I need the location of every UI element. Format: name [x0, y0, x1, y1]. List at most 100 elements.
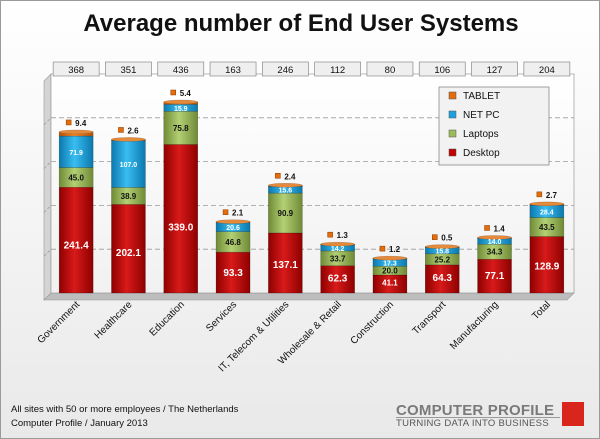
data-label-desktop: 137.1 — [273, 260, 298, 271]
bar-top-cap — [372, 255, 408, 261]
bar-segment-desktop — [163, 144, 198, 294]
data-label-desktop: 64.3 — [433, 273, 453, 284]
bar-top-cap — [268, 183, 303, 188]
footer-line-scope: All sites with 50 or more employees / Th… — [11, 404, 239, 415]
data-label-laptops: 25.2 — [434, 255, 450, 264]
data-label-netpc: 20.6 — [226, 225, 240, 232]
legend-swatch — [448, 148, 457, 157]
total-box — [366, 61, 414, 77]
footer-line-source: Computer Profile / January 2013 — [11, 418, 148, 429]
category-label: Services — [204, 299, 239, 334]
total-label: 368 — [68, 65, 84, 76]
data-label-tablet: 1.2 — [389, 245, 401, 254]
legend: TABLET NET PC Laptops Desktop — [438, 86, 550, 166]
data-label-netpc: 17.3 — [383, 260, 397, 267]
gridline-side — [43, 161, 52, 169]
category-label: Education — [148, 299, 187, 338]
total-box — [523, 61, 571, 77]
data-label-tablet: 2.4 — [284, 172, 296, 181]
bar-top-cap — [163, 99, 198, 105]
bar-top-cap — [320, 241, 355, 247]
company-logo: COMPUTER PROFILE TURNING DATA INTO BUSIN… — [396, 402, 591, 432]
tablet-marker — [275, 173, 281, 179]
bar-segment-desktop — [111, 204, 146, 294]
data-label-desktop: 202.1 — [116, 248, 141, 259]
gridline-side — [43, 205, 52, 213]
data-label-tablet: 2.1 — [232, 209, 244, 218]
bars-layer — [58, 99, 565, 294]
bar-top-cap — [425, 244, 460, 249]
bar-top-cap — [58, 129, 94, 135]
total-box — [52, 61, 100, 77]
legend-label: TABLET — [463, 91, 500, 102]
gridline-side — [43, 248, 52, 257]
data-label-netpc: 28.4 — [540, 209, 554, 216]
data-label-desktop: 62.3 — [328, 274, 348, 285]
category-label: Transport — [411, 299, 449, 337]
data-label-laptops: 34.3 — [487, 248, 503, 257]
data-label-tablet: 2.6 — [127, 126, 139, 135]
tablet-marker — [170, 89, 176, 96]
data-label-netpc: 15.8 — [435, 248, 449, 255]
category-label: Healthcare — [93, 299, 135, 341]
bar-top-cap — [215, 219, 251, 224]
total-box — [471, 61, 518, 77]
data-label-desktop: 128.9 — [534, 261, 559, 272]
total-label: 436 — [173, 65, 189, 76]
tablet-marker — [379, 245, 386, 252]
data-label-netpc: 71.9 — [69, 150, 83, 157]
total-box — [418, 61, 466, 77]
total-box — [314, 61, 361, 77]
data-label-tablet: 9.4 — [75, 119, 87, 128]
bar-segment-netpc — [163, 104, 198, 112]
logo-name: COMPUTER PROFILE — [396, 402, 555, 419]
bar-segment-desktop — [529, 236, 565, 294]
legend-box — [438, 86, 550, 166]
logo-divider — [396, 417, 560, 418]
data-label-tablet: 0.5 — [441, 234, 453, 243]
data-label-laptops: 20.0 — [382, 267, 398, 276]
gridline-side — [43, 117, 52, 126]
data-label-laptops: 90.9 — [278, 209, 294, 218]
data-label-netpc: 14.0 — [488, 239, 502, 246]
data-label-desktop: 241.4 — [64, 241, 89, 252]
total-box — [209, 61, 257, 77]
total-label: 127 — [487, 65, 503, 76]
data-label-desktop: 339.0 — [168, 223, 193, 234]
category-label: Manufacturing — [448, 299, 501, 352]
legend-swatch — [448, 110, 457, 119]
bar-segment-laptops — [268, 192, 303, 234]
data-label-desktop: 93.3 — [223, 268, 243, 279]
bar-segment-desktop — [268, 232, 303, 294]
total-box — [105, 61, 152, 77]
total-label: 351 — [121, 65, 137, 76]
data-label-laptops: 45.0 — [68, 173, 84, 182]
tablet-marker — [484, 225, 490, 231]
legend-label: NET PC — [463, 110, 500, 121]
footer-note: All sites with 50 or more employees / Th… — [11, 403, 238, 431]
tablet-marker — [432, 234, 438, 240]
data-label-netpc: 15.6 — [279, 188, 293, 195]
total-label: 80 — [385, 65, 396, 76]
category-label: Construction — [349, 299, 396, 346]
bar-segment-desktop — [320, 265, 355, 294]
total-label: 163 — [225, 65, 241, 76]
bar-segment-desktop — [425, 264, 460, 294]
data-label-laptops: 46.8 — [225, 238, 241, 247]
total-label: 112 — [330, 65, 345, 76]
total-box — [157, 61, 205, 77]
legend-swatch — [448, 91, 457, 100]
data-label-desktop: 41.1 — [382, 278, 398, 287]
bar-segment-netpc — [111, 140, 146, 188]
bar-top-cap — [111, 137, 146, 142]
data-label-netpc: 14.2 — [331, 246, 345, 253]
bar-top-cap — [529, 201, 565, 207]
chart-title: Average number of End User Systems — [83, 10, 519, 37]
logo-tagline: TURNING DATA INTO BUSINESS — [396, 418, 549, 429]
tablet-marker — [65, 119, 72, 126]
tablet-marker — [222, 209, 229, 215]
total-label: 246 — [277, 65, 293, 76]
category-label: Government — [36, 299, 83, 346]
legend-swatch — [448, 129, 457, 138]
